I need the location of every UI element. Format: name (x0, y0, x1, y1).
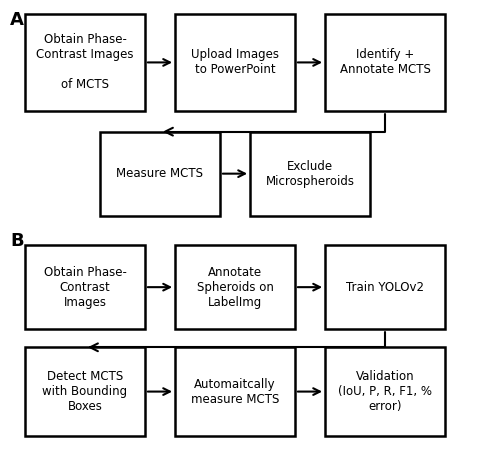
FancyBboxPatch shape (175, 14, 295, 111)
Text: Obtain Phase-
Contrast
Images: Obtain Phase- Contrast Images (44, 266, 126, 309)
Text: B: B (10, 232, 24, 250)
Text: Obtain Phase-
Contrast Images

of MCTS: Obtain Phase- Contrast Images of MCTS (36, 34, 134, 91)
Text: Detect MCTS
with Bounding
Boxes: Detect MCTS with Bounding Boxes (42, 370, 127, 413)
FancyBboxPatch shape (100, 132, 220, 216)
Text: Train YOLOv2: Train YOLOv2 (346, 281, 424, 294)
FancyBboxPatch shape (325, 347, 445, 436)
FancyBboxPatch shape (175, 347, 295, 436)
Text: Upload Images
to PowerPoint: Upload Images to PowerPoint (191, 49, 279, 76)
FancyBboxPatch shape (325, 245, 445, 329)
FancyBboxPatch shape (25, 347, 145, 436)
FancyBboxPatch shape (250, 132, 370, 216)
Text: Exclude
Microspheroids: Exclude Microspheroids (266, 160, 354, 188)
FancyBboxPatch shape (325, 14, 445, 111)
Text: Validation
(IoU, P, R, F1, %
error): Validation (IoU, P, R, F1, % error) (338, 370, 432, 413)
Text: Annotate
Spheroids on
LabelImg: Annotate Spheroids on LabelImg (196, 266, 274, 309)
Text: A: A (10, 11, 24, 30)
Text: Automaitcally
measure MCTS: Automaitcally measure MCTS (191, 378, 279, 405)
FancyBboxPatch shape (25, 14, 145, 111)
FancyBboxPatch shape (25, 245, 145, 329)
Text: Measure MCTS: Measure MCTS (116, 167, 204, 180)
FancyBboxPatch shape (175, 245, 295, 329)
Text: Identify +
Annotate MCTS: Identify + Annotate MCTS (340, 49, 430, 76)
